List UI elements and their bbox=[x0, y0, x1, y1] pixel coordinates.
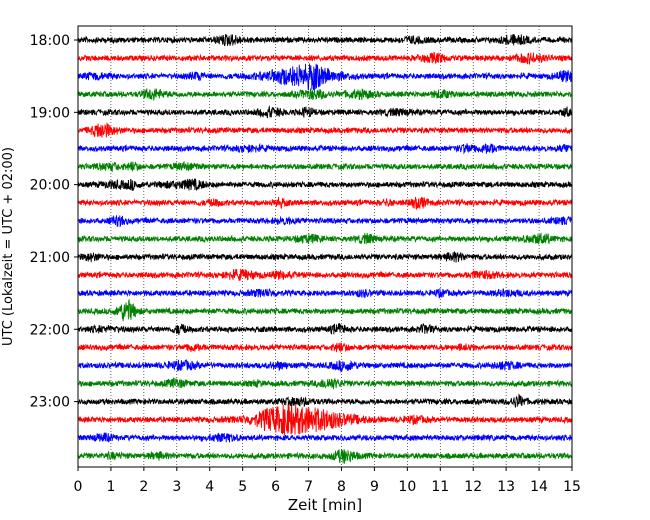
trace-line-15 bbox=[77, 298, 573, 322]
x-tick-label: 1 bbox=[106, 479, 115, 495]
x-tick-label: 11 bbox=[431, 479, 449, 495]
x-tick-label: 2 bbox=[139, 479, 148, 495]
x-tick-label: 14 bbox=[530, 479, 548, 495]
x-tick-label: 8 bbox=[337, 479, 346, 495]
x-tick-label: 9 bbox=[370, 479, 379, 495]
y-tick-label: 22:00 bbox=[30, 322, 70, 338]
trace-line-0 bbox=[77, 34, 573, 47]
y-tick-label: 19:00 bbox=[30, 105, 70, 121]
trace-line-9 bbox=[77, 196, 573, 211]
x-tick-label: 15 bbox=[563, 479, 581, 495]
y-tick-label: 21:00 bbox=[30, 250, 70, 266]
x-axis: 0 1 2 3 4 5 6 7 8 9 10 11 12 13 14 15 bbox=[74, 467, 581, 495]
x-tick-label: 7 bbox=[304, 479, 313, 495]
trace-line-12 bbox=[77, 251, 573, 263]
x-tick-label: 13 bbox=[497, 479, 515, 495]
trace-line-20 bbox=[77, 393, 573, 409]
trace-line-13 bbox=[77, 268, 573, 281]
trace-line-5 bbox=[77, 122, 573, 138]
trace-line-21 bbox=[77, 404, 573, 436]
trace-line-4 bbox=[77, 104, 573, 119]
x-tick-label: 5 bbox=[238, 479, 247, 495]
y-axis-label: UTC (Lokalzeit = UTC + 02:00) bbox=[1, 147, 16, 346]
y-tick-label: 20:00 bbox=[30, 178, 70, 194]
x-tick-label: 4 bbox=[205, 479, 214, 495]
x-axis-label: Zeit [min] bbox=[288, 496, 362, 514]
x-tick-label: 10 bbox=[398, 479, 416, 495]
trace-line-11 bbox=[77, 232, 573, 245]
trace-line-8 bbox=[77, 178, 573, 192]
y-tick-label: 23:00 bbox=[30, 395, 70, 411]
trace-line-19 bbox=[77, 376, 573, 390]
x-tick-label: 12 bbox=[464, 479, 482, 495]
trace-line-22 bbox=[77, 432, 573, 443]
y-axis: 18:00 19:00 20:00 21:00 22:00 23:00 bbox=[30, 33, 78, 411]
trace-line-3 bbox=[77, 88, 573, 102]
x-tick-label: 0 bbox=[74, 479, 83, 495]
trace-line-6 bbox=[77, 142, 573, 155]
plot-frame bbox=[77, 25, 573, 468]
trace-line-2 bbox=[77, 63, 573, 91]
trace-line-23 bbox=[77, 449, 573, 464]
trace-line-18 bbox=[77, 358, 573, 373]
trace-line-17 bbox=[77, 342, 573, 353]
trace-line-14 bbox=[77, 288, 573, 299]
y-tick-label: 18:00 bbox=[30, 33, 70, 49]
trace-line-10 bbox=[77, 215, 573, 228]
trace-line-16 bbox=[77, 323, 573, 336]
trace-layer bbox=[77, 34, 573, 464]
x-tick-label: 3 bbox=[172, 479, 181, 495]
x-tick-label: 6 bbox=[271, 479, 280, 495]
trace-line-7 bbox=[77, 160, 573, 173]
trace-line-1 bbox=[77, 51, 573, 66]
